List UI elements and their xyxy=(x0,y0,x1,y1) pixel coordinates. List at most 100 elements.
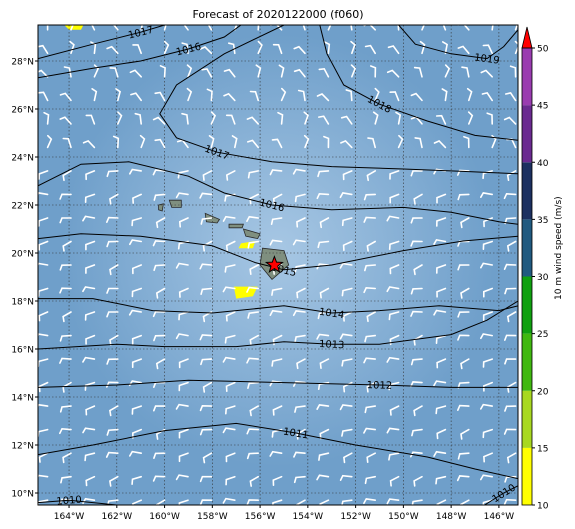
isobar-label: 1014 xyxy=(318,307,345,322)
wind-barb xyxy=(109,405,119,417)
wind-barb xyxy=(386,498,400,505)
wind-barb xyxy=(38,499,49,505)
wind-barb xyxy=(294,405,306,413)
wind-barb xyxy=(319,428,330,440)
wind-barb xyxy=(225,240,236,252)
wind-barb xyxy=(341,217,353,227)
wind-barb xyxy=(177,170,189,179)
wind-barb xyxy=(366,452,377,464)
wind-barb xyxy=(249,193,260,205)
wind-barb xyxy=(59,217,72,224)
molokai-island xyxy=(228,223,244,229)
wind-barb xyxy=(435,264,447,274)
wind-barb xyxy=(200,217,213,225)
wind-barb xyxy=(271,138,283,149)
wind-barb xyxy=(456,475,470,482)
wind-barb xyxy=(93,64,100,78)
wind-barb xyxy=(323,41,331,55)
wind-barb xyxy=(303,111,309,125)
wind-barb xyxy=(202,170,213,181)
wind-barb xyxy=(363,264,377,272)
wind-barb xyxy=(153,334,166,342)
isobar-1010 xyxy=(484,485,518,505)
wind-barb xyxy=(316,404,330,411)
wind-barb xyxy=(366,381,377,393)
wind-barb xyxy=(433,380,447,387)
wind-barb xyxy=(293,45,306,55)
colorbar-band xyxy=(522,447,532,505)
wind-barb xyxy=(84,381,96,391)
wind-barb xyxy=(186,87,193,102)
wind-barb xyxy=(222,497,236,504)
wind-barb xyxy=(178,287,189,298)
lat-tick-label: 26°N xyxy=(11,106,34,116)
wind-barb xyxy=(38,192,49,196)
wind-barb xyxy=(246,499,260,505)
wind-barb xyxy=(247,240,260,249)
wind-barb xyxy=(457,193,470,201)
wind-barb xyxy=(175,474,189,481)
wind-barb xyxy=(90,41,97,55)
wind-barb xyxy=(152,169,166,176)
wind-barb xyxy=(491,25,494,31)
wind-barb xyxy=(43,111,50,125)
wind-barb xyxy=(461,66,470,78)
niihau-island xyxy=(158,203,164,212)
wind-barb xyxy=(85,240,96,251)
wind-barb xyxy=(186,64,193,78)
wind-barb xyxy=(318,452,330,461)
wind-barb xyxy=(85,334,96,345)
wind-barb xyxy=(58,427,72,435)
wind-barb xyxy=(509,65,517,78)
wind-barb xyxy=(369,65,377,78)
wind-barb xyxy=(467,111,474,125)
wind-barb xyxy=(293,451,306,458)
wind-barb xyxy=(339,474,353,482)
wind-barb xyxy=(316,93,330,102)
wind-barb xyxy=(163,25,167,31)
wind-barb xyxy=(152,475,166,482)
wind-barb xyxy=(228,42,236,55)
lat-tick-label: 28°N xyxy=(11,58,34,68)
colorbar-tick-label: 50 xyxy=(537,45,549,55)
wind-barb xyxy=(503,116,517,125)
wind-barb xyxy=(85,475,96,487)
lat-tick-label: 18°N xyxy=(11,298,34,308)
wind-barb xyxy=(504,91,517,102)
wind-barb xyxy=(82,139,96,149)
wind-barb xyxy=(59,193,72,200)
wind-barb xyxy=(106,45,119,55)
wind-barb xyxy=(296,287,306,299)
wind-barb xyxy=(246,116,260,125)
wind-barb xyxy=(200,358,213,366)
wind-barb xyxy=(514,25,518,31)
wind-barb xyxy=(350,64,357,78)
wind-barb xyxy=(442,25,447,31)
wind-barb xyxy=(316,474,330,481)
wind-barb xyxy=(59,405,72,413)
wind-barb xyxy=(62,137,72,149)
wind-barb xyxy=(482,44,494,55)
wind-barb xyxy=(345,89,353,102)
wind-barb xyxy=(503,498,517,505)
wind-barb xyxy=(303,134,310,149)
lat-lon-grid xyxy=(38,25,518,505)
wind-barb xyxy=(199,499,213,505)
wind-barb xyxy=(269,169,283,176)
colorbar-band xyxy=(522,48,532,106)
wind-barb xyxy=(479,192,494,198)
wind-barb xyxy=(131,264,142,275)
wind-barb xyxy=(247,139,260,149)
wind-barb xyxy=(341,287,353,297)
wind-barb xyxy=(479,403,494,410)
wind-barb xyxy=(504,405,517,412)
isobar-1012 xyxy=(38,379,518,388)
wind-barb xyxy=(38,403,49,408)
wind-barb xyxy=(436,193,447,204)
wind-barb xyxy=(59,287,72,294)
wind-barb xyxy=(388,452,400,461)
wind-barb xyxy=(199,192,213,199)
wind-barb xyxy=(222,215,236,222)
wind-barb xyxy=(208,135,215,149)
isobar-1011 xyxy=(38,422,518,480)
